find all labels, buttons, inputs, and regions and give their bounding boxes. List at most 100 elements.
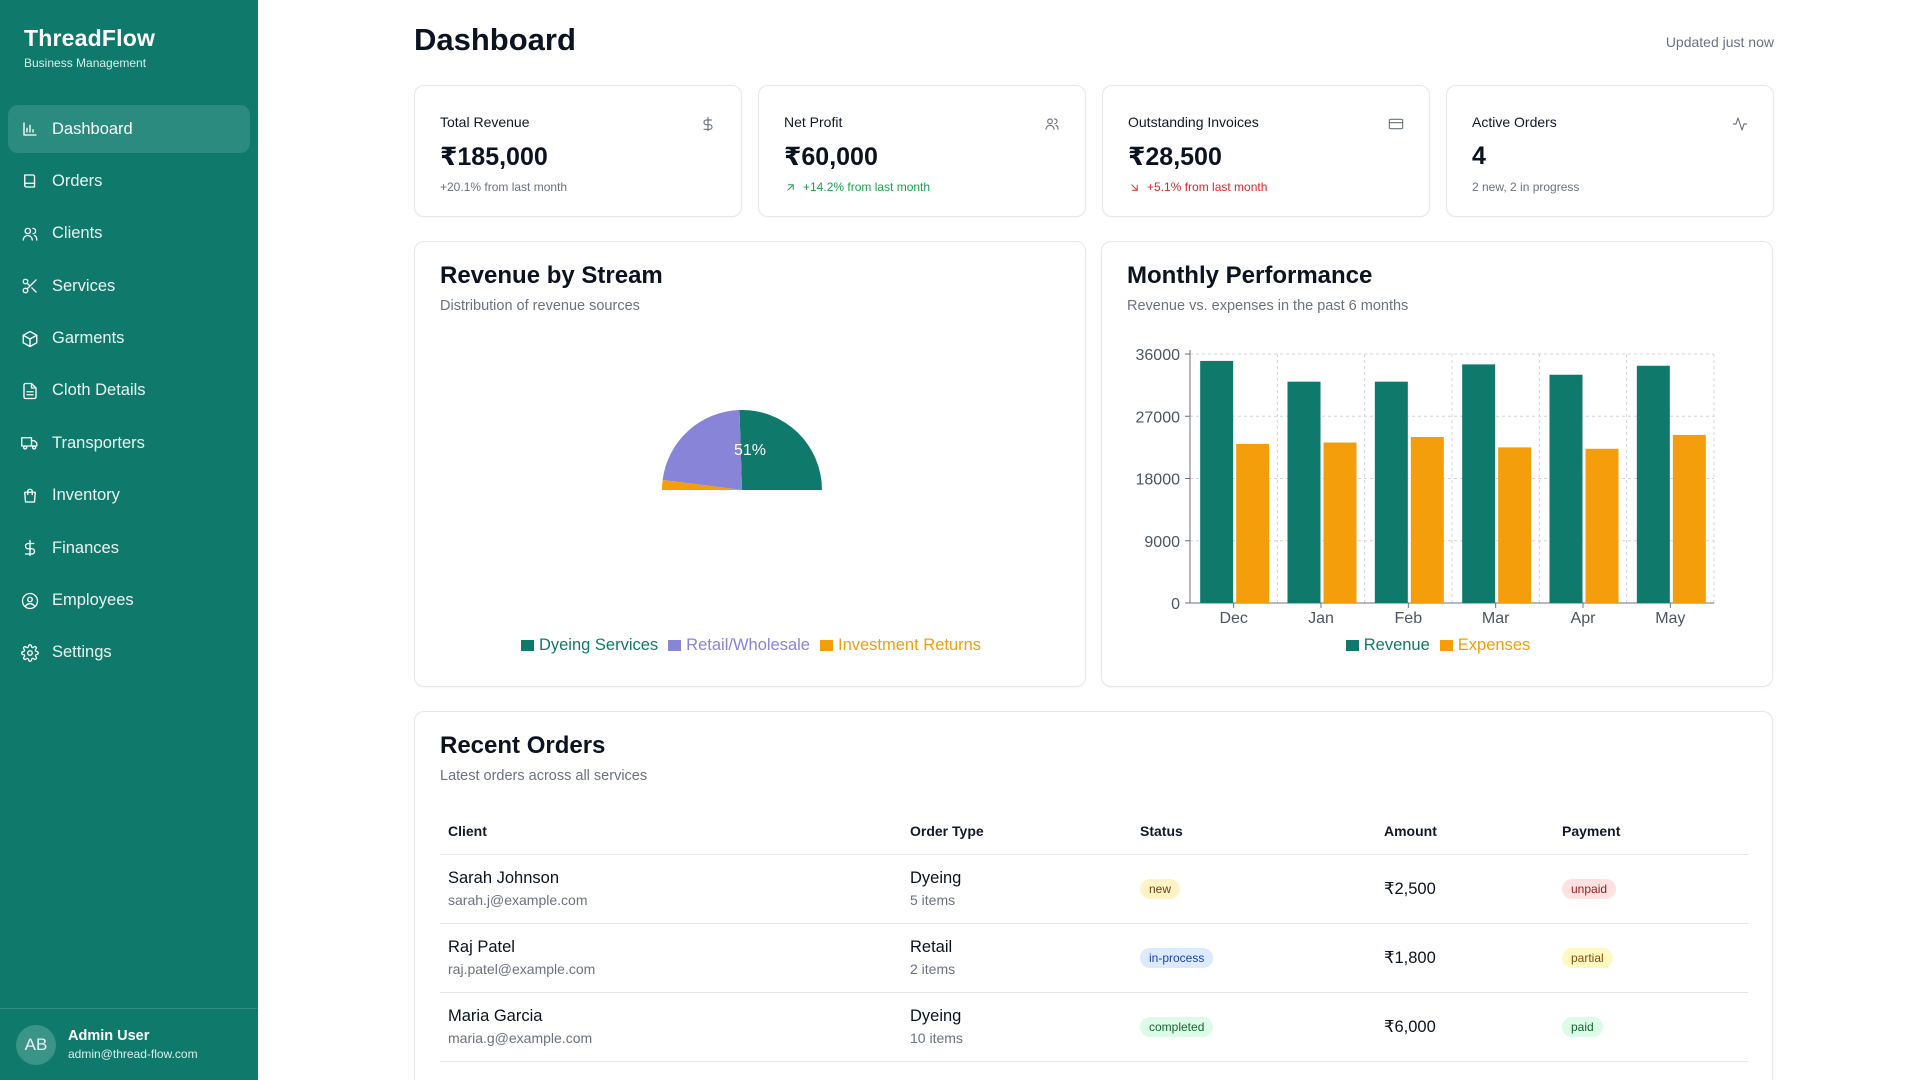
stat-label: Total Revenue <box>440 114 530 130</box>
table-row[interactable]: Raj Patel raj.patel@example.com Retail 2 i… <box>440 923 1748 993</box>
sidebar-item-label: Employees <box>52 591 134 610</box>
bar-expenses-mar[interactable] <box>1498 447 1532 603</box>
monthly-performance-subtitle: Revenue vs. expenses in the past 6 month… <box>1127 298 1409 314</box>
brand-title: ThreadFlow <box>24 25 156 51</box>
legend-label: Retail/Wholesale <box>686 636 810 654</box>
legend-item-investment-returns[interactable]: Investment Returns <box>819 636 982 655</box>
sidebar-item-label: Clients <box>52 224 103 243</box>
sidebar-item-clients[interactable]: Clients <box>8 210 250 258</box>
column-header-amount[interactable]: Amount <box>1376 808 1554 855</box>
bar-expenses-dec[interactable] <box>1236 443 1270 603</box>
legend-label: Dyeing Services <box>538 636 659 654</box>
column-header-payment[interactable]: Payment <box>1554 808 1748 855</box>
order-items: 10 items <box>910 1030 963 1046</box>
legend-item-revenue[interactable]: Revenue <box>1345 636 1430 655</box>
page-title: Dashboard <box>414 22 576 57</box>
bar-chart-icon <box>20 119 40 139</box>
client-email: sarah.j@example.com <box>448 892 588 908</box>
pie-slice-dyeing-services[interactable] <box>739 410 822 490</box>
client-cell: Maria Garcia maria.g@example.com <box>440 992 902 1062</box>
bar-revenue-mar[interactable] <box>1462 364 1496 603</box>
x-tick-label: Mar <box>1482 610 1510 627</box>
stat-note-text: 2 new, 2 in progress <box>1472 180 1580 194</box>
order-amount: ₹2,500 <box>1384 879 1436 898</box>
client-name: Raj Patel <box>448 938 515 956</box>
pie-slice-retail-wholesale[interactable] <box>662 410 742 490</box>
x-tick-label: Feb <box>1395 610 1423 627</box>
truck-icon <box>20 433 40 453</box>
sidebar-item-garments[interactable]: Garments <box>8 315 250 363</box>
column-header-order-type[interactable]: Order Type <box>902 808 1132 855</box>
stat-note: +20.1% from last month <box>440 180 567 194</box>
sidebar-item-dashboard[interactable]: Dashboard <box>8 105 250 153</box>
stat-note-text: +20.1% from last month <box>440 180 568 194</box>
bar-revenue-dec[interactable] <box>1200 360 1234 603</box>
bar-expenses-feb[interactable] <box>1410 437 1444 603</box>
stat-card-net-profit: Net Profit ₹60,000 +14.2% from last mont… <box>758 85 1086 217</box>
sidebar-item-label: Transporters <box>52 433 145 452</box>
sidebar-item-label: Garments <box>52 329 125 348</box>
amount-cell: ₹2,500 <box>1376 854 1554 924</box>
sidebar-item-settings[interactable]: Settings <box>8 629 250 677</box>
y-tick-label: 0 <box>1171 596 1180 613</box>
status-cell: new <box>1132 854 1376 924</box>
arrow-up-right-icon <box>787 183 794 191</box>
sidebar-item-finances[interactable]: Finances <box>8 524 250 572</box>
column-header-client[interactable]: Client <box>440 808 902 855</box>
column-header-status[interactable]: Status <box>1132 808 1376 855</box>
payment-cell: unpaid <box>1554 854 1748 924</box>
status-badge: completed <box>1140 1016 1214 1037</box>
revenue-stream-title: Revenue by Stream <box>440 262 663 289</box>
bar-revenue-may[interactable] <box>1636 365 1670 603</box>
stat-value: 4 <box>1472 142 1486 170</box>
status-badge: new <box>1140 878 1181 899</box>
order-type-cell: Dyeing 10 items <box>902 992 1132 1062</box>
legend-item-retail-wholesale[interactable]: Retail/Wholesale <box>668 636 810 655</box>
x-tick-label: May <box>1655 610 1685 627</box>
client-name: Sarah Johnson <box>448 869 559 887</box>
bar-revenue-apr[interactable] <box>1549 374 1583 603</box>
sidebar-item-transporters[interactable]: Transporters <box>8 419 250 467</box>
sidebar-item-label: Finances <box>52 538 119 557</box>
client-name: Maria Garcia <box>448 1007 543 1025</box>
table-row[interactable]: Sarah Johnson sarah.j@example.com Dyeing 5… <box>440 854 1748 924</box>
sidebar-item-employees[interactable]: Employees <box>8 577 250 625</box>
stat-note-text: +5.1% from last month <box>1147 180 1268 194</box>
stat-label: Net Profit <box>784 114 843 130</box>
x-tick-label: Apr <box>1571 610 1597 627</box>
user-email: admin@thread-flow.com <box>68 1047 198 1061</box>
stat-value: ₹185,000 <box>440 143 548 171</box>
bar-legend: Revenue Expenses <box>1102 636 1774 655</box>
table-row[interactable]: Maria Garcia maria.g@example.com Dyeing 10… <box>440 992 1748 1062</box>
sidebar-item-label: Inventory <box>52 486 120 505</box>
sidebar-item-cloth-details[interactable]: Cloth Details <box>8 367 250 415</box>
sidebar-item-orders[interactable]: Orders <box>8 157 250 205</box>
y-tick-label: 9000 <box>1144 534 1180 551</box>
bar-revenue-feb[interactable] <box>1374 381 1408 603</box>
user-profile[interactable]: AB Admin User admin@thread-flow.com <box>0 1008 258 1080</box>
bar-expenses-apr[interactable] <box>1585 448 1619 603</box>
legend-label: Revenue <box>1363 636 1430 654</box>
orders-table: Client Order Type Status Amount Payment Sara… <box>440 808 1748 1062</box>
sidebar-item-inventory[interactable]: Inventory <box>8 472 250 520</box>
legend-item-expenses[interactable]: Expenses <box>1439 636 1530 655</box>
scissors-icon <box>20 276 40 296</box>
legend-label: Investment Returns <box>837 636 982 654</box>
recent-orders-card: Recent Orders Latest orders across all s… <box>414 711 1773 1080</box>
legend-item-dyeing-services[interactable]: Dyeing Services <box>520 636 659 655</box>
arrow-down-right-icon <box>1131 183 1138 191</box>
bar-revenue-jan[interactable] <box>1287 381 1321 603</box>
bar-expenses-jan[interactable] <box>1323 442 1357 603</box>
stat-note-text: +14.2% from last month <box>803 180 931 194</box>
sidebar-item-services[interactable]: Services <box>8 262 250 310</box>
pie-slice-investment-returns[interactable] <box>662 479 742 490</box>
book-icon <box>20 171 40 191</box>
legend-swatch <box>819 640 833 651</box>
monthly-performance-title: Monthly Performance <box>1127 262 1373 289</box>
bar-expenses-may[interactable] <box>1672 434 1706 603</box>
user-name: Admin User <box>68 1028 150 1044</box>
updated-status: Updated just now <box>1665 34 1774 50</box>
sidebar-nav: Dashboard Orders Clients Services Garmen… <box>8 105 250 681</box>
revenue-pie-chart: 51% <box>662 410 822 490</box>
client-email: maria.g@example.com <box>448 1030 593 1046</box>
